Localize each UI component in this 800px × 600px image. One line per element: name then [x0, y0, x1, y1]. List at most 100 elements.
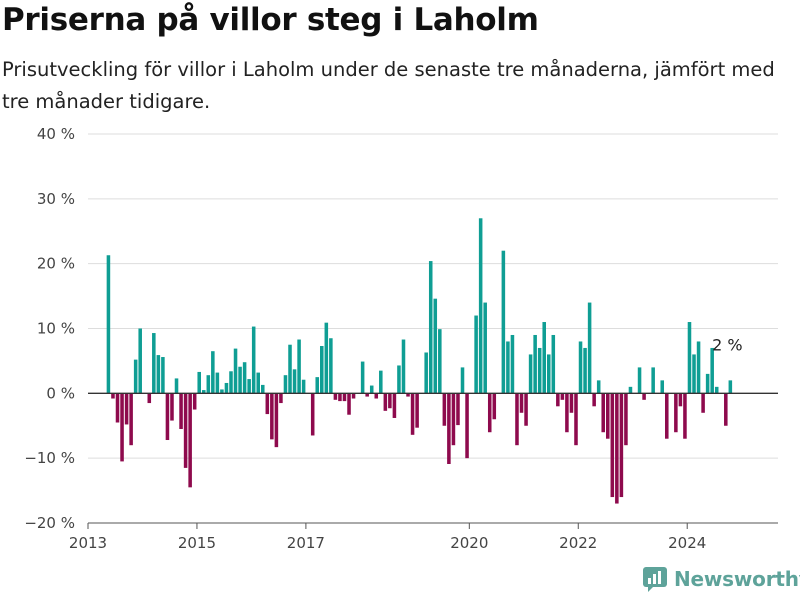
bar: [592, 393, 596, 407]
bar: [546, 354, 551, 394]
x-tick-label: 2017: [287, 534, 325, 552]
bar: [183, 393, 188, 468]
bar: [197, 371, 201, 394]
bar: [233, 348, 238, 394]
y-tick-label: 20 %: [37, 255, 75, 273]
bar: [678, 393, 683, 407]
bar: [456, 393, 460, 426]
bar: [161, 357, 165, 394]
bar: [533, 334, 537, 394]
bar: [152, 333, 156, 394]
y-tick-label: 10 %: [37, 320, 75, 338]
bar: [401, 339, 406, 394]
bar: [147, 393, 152, 404]
bar: [478, 218, 483, 394]
bar: [333, 393, 338, 400]
bar: [442, 393, 447, 426]
y-tick-label: 30 %: [37, 190, 75, 208]
bar: [265, 393, 270, 415]
bar: [324, 322, 329, 394]
bar: [297, 339, 301, 394]
bar: [542, 322, 546, 394]
bar: [379, 370, 383, 394]
bar: [106, 255, 111, 394]
bar: [201, 390, 206, 394]
last-value-label: 2 %: [712, 335, 742, 354]
bar: [624, 393, 628, 446]
x-tick-label: 2024: [668, 534, 706, 552]
x-tick-label: 2020: [450, 534, 488, 552]
bar: [165, 393, 170, 441]
bar: [574, 393, 578, 446]
newsworthy-logo-icon: [643, 567, 667, 592]
bar: [315, 377, 320, 394]
bar: [651, 367, 655, 394]
bar: [261, 384, 265, 394]
brand-logo: Newsworthy: [642, 566, 800, 592]
x-tick-label: 2013: [69, 534, 107, 552]
bar: [474, 315, 478, 394]
bar: [596, 380, 601, 394]
y-tick-label: 40 %: [37, 125, 75, 143]
bar: [465, 393, 469, 459]
bar: [388, 393, 392, 409]
bar: [220, 389, 224, 394]
bar: [156, 355, 161, 394]
bar: [406, 393, 410, 397]
bar: [551, 334, 556, 394]
bar: [247, 379, 251, 394]
bar: [365, 393, 369, 397]
bar: [360, 361, 365, 394]
bar: [492, 393, 497, 420]
bar: [683, 393, 687, 439]
bar: [211, 351, 215, 394]
bar: [347, 393, 351, 415]
bar: [569, 393, 574, 413]
bar: [587, 302, 592, 394]
bar: [374, 393, 379, 399]
bar: [637, 367, 642, 394]
brand-name: Newsworthy: [674, 567, 800, 591]
bar: [674, 393, 678, 433]
bar: [124, 393, 129, 425]
bar: [383, 393, 388, 411]
bar: [487, 393, 492, 433]
bar: [728, 380, 733, 394]
bar: [560, 393, 565, 400]
bar: [524, 393, 528, 426]
bar: [397, 365, 401, 394]
bar: [238, 366, 242, 394]
bar: [138, 328, 142, 394]
bar: [510, 334, 515, 394]
bar: [714, 386, 719, 394]
bar: [705, 373, 710, 394]
y-tick-label: −10 %: [24, 449, 75, 467]
bar: [642, 393, 646, 400]
bar: [665, 393, 669, 439]
bar: [270, 393, 274, 440]
bar: [256, 372, 260, 394]
bar: [415, 393, 419, 428]
bar: [170, 393, 174, 421]
bar: [274, 393, 279, 448]
bar: [120, 393, 124, 462]
bar: [515, 393, 519, 446]
bar: [410, 393, 415, 435]
bar: [660, 380, 665, 394]
chart-subtitle: Prisutveckling för villor i Laholm under…: [2, 58, 775, 113]
bar: [506, 341, 510, 394]
bar: [111, 393, 115, 399]
x-tick-label: 2015: [178, 534, 216, 552]
bar: [528, 354, 533, 394]
bar: [292, 369, 297, 394]
bar: [710, 347, 714, 394]
chart-title: Priserna på villor steg i Laholm: [2, 2, 539, 38]
bar: [687, 322, 692, 394]
bar: [583, 347, 587, 394]
bar: [320, 346, 324, 394]
bar: [206, 375, 211, 394]
bar: [610, 393, 615, 498]
bar: [174, 378, 179, 394]
bar: [428, 261, 433, 394]
bar: [537, 347, 542, 394]
